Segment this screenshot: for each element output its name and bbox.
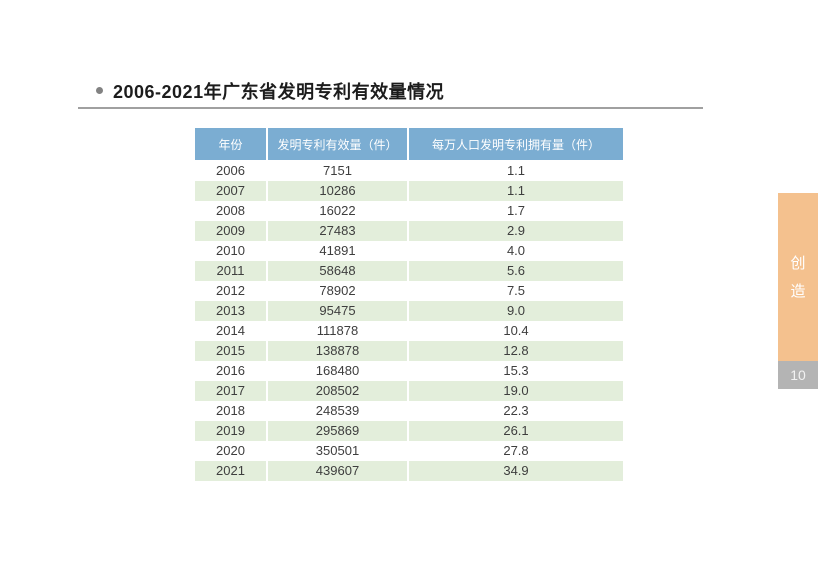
table-row: 2009 27483 2.9 [195, 221, 623, 241]
table-cell: 58648 [267, 261, 409, 281]
column-header: 发明专利有效量（件） [267, 128, 409, 161]
table-cell: 2020 [195, 441, 268, 461]
table-cell: 9.0 [408, 301, 623, 321]
table-cell: 10.4 [408, 321, 623, 341]
table-cell: 2016 [195, 361, 268, 381]
table-row: 2011 58648 5.6 [195, 261, 623, 281]
table-row: 2008 16022 1.7 [195, 201, 623, 221]
table-cell: 111878 [267, 321, 409, 341]
table-header-row: 年份 发明专利有效量（件） 每万人口发明专利拥有量（件） [195, 128, 623, 161]
table-cell: 2014 [195, 321, 268, 341]
table-cell: 2008 [195, 201, 268, 221]
table-cell: 15.3 [408, 361, 623, 381]
table-cell: 208502 [267, 381, 409, 401]
table-cell: 248539 [267, 401, 409, 421]
table-cell: 41891 [267, 241, 409, 261]
table-cell: 2018 [195, 401, 268, 421]
sidebar-tab-char: 创 [790, 254, 806, 272]
table-cell: 439607 [267, 461, 409, 481]
table-cell: 19.0 [408, 381, 623, 401]
table-cell: 5.6 [408, 261, 623, 281]
page-number-badge: 10 [778, 361, 818, 389]
table-cell: 2015 [195, 341, 268, 361]
table-cell: 2012 [195, 281, 268, 301]
page-title: 2006-2021年广东省发明专利有效量情况 [113, 82, 445, 102]
table-row: 2017 208502 19.0 [195, 381, 623, 401]
table-cell: 2013 [195, 301, 268, 321]
table-cell: 1.7 [408, 201, 623, 221]
table-row: 2006 7151 1.1 [195, 160, 623, 181]
table-cell: 2007 [195, 181, 268, 201]
table-row: 2021 439607 34.9 [195, 461, 623, 481]
table-cell: 2017 [195, 381, 268, 401]
table-cell: 26.1 [408, 421, 623, 441]
table-cell: 168480 [267, 361, 409, 381]
table-cell: 138878 [267, 341, 409, 361]
table-cell: 34.9 [408, 461, 623, 481]
sidebar-tab-char: 造 [790, 282, 806, 300]
table-cell: 22.3 [408, 401, 623, 421]
table-body: 2006 7151 1.1 2007 10286 1.1 2008 16022 1.7 2009 2… [195, 160, 623, 481]
table-cell: 350501 [267, 441, 409, 461]
table-cell: 1.1 [408, 181, 623, 201]
table-cell: 95475 [267, 301, 409, 321]
table-cell: 295869 [267, 421, 409, 441]
table-row: 2007 10286 1.1 [195, 181, 623, 201]
table-cell: 2010 [195, 241, 268, 261]
table-row: 2013 95475 9.0 [195, 301, 623, 321]
table-cell: 27483 [267, 221, 409, 241]
table-row: 2020 350501 27.8 [195, 441, 623, 461]
column-header: 每万人口发明专利拥有量（件） [408, 128, 623, 161]
table-row: 2015 138878 12.8 [195, 341, 623, 361]
table-row: 2014 111878 10.4 [195, 321, 623, 341]
table-cell: 12.8 [408, 341, 623, 361]
table-cell: 27.8 [408, 441, 623, 461]
table-cell: 2006 [195, 160, 268, 181]
table-row: 2012 78902 7.5 [195, 281, 623, 301]
table-header: 年份 发明专利有效量（件） 每万人口发明专利拥有量（件） [195, 128, 623, 161]
bullet-icon [96, 87, 103, 94]
table-cell: 16022 [267, 201, 409, 221]
table-cell: 1.1 [408, 160, 623, 181]
table-row: 2016 168480 15.3 [195, 361, 623, 381]
table-cell: 2019 [195, 421, 268, 441]
table-cell: 7.5 [408, 281, 623, 301]
table-cell: 2.9 [408, 221, 623, 241]
page-number: 10 [790, 367, 806, 383]
table-row: 2018 248539 22.3 [195, 401, 623, 421]
table-cell: 7151 [267, 160, 409, 181]
table-row: 2019 295869 26.1 [195, 421, 623, 441]
table-cell: 2011 [195, 261, 268, 281]
table-cell: 10286 [267, 181, 409, 201]
table-row: 2010 41891 4.0 [195, 241, 623, 261]
sidebar-tab-chuangzao: 创 造 [778, 193, 818, 361]
table-cell: 2021 [195, 461, 268, 481]
title-divider [78, 107, 703, 109]
patent-table: 年份 发明专利有效量（件） 每万人口发明专利拥有量（件） 2006 7151 1.1 20… [195, 128, 623, 481]
column-header: 年份 [195, 128, 268, 161]
table-cell: 78902 [267, 281, 409, 301]
table-cell: 2009 [195, 221, 268, 241]
table-cell: 4.0 [408, 241, 623, 261]
